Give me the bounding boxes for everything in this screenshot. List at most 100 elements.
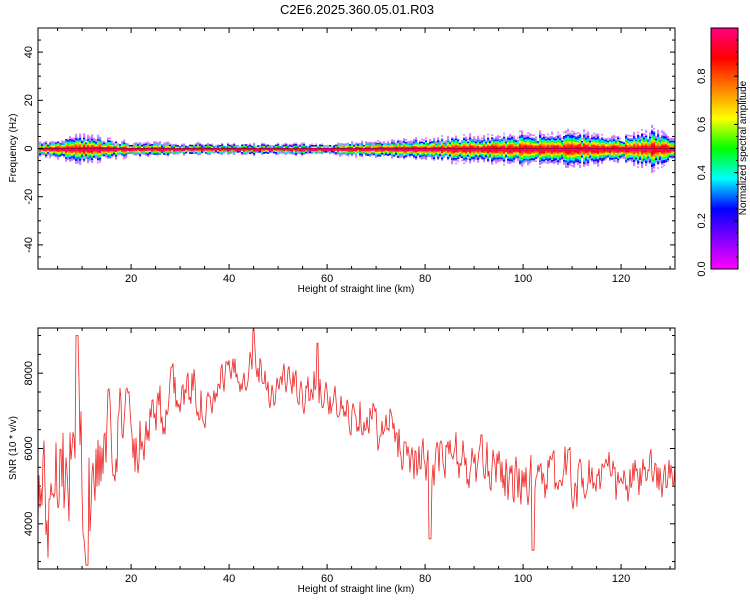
heatmap-cell (665, 141, 668, 143)
heatmap-cell (253, 144, 256, 146)
heatmap-cell (91, 149, 94, 151)
heatmap-cell (417, 144, 420, 146)
heatmap-cell (555, 141, 558, 144)
heatmap-cell (591, 152, 594, 155)
heatmap-cell (129, 148, 132, 150)
heatmap-cell (555, 150, 558, 153)
heatmap-cell (579, 137, 582, 140)
heatmap-cell (663, 140, 666, 143)
heatmap-cell (341, 153, 344, 156)
heatmap-cell (447, 140, 450, 143)
heatmap-cell (523, 140, 526, 143)
heatmap-cell (107, 137, 110, 140)
heatmap-cell (641, 142, 644, 145)
heatmap-cell (163, 151, 166, 154)
heatmap-cell (541, 142, 544, 145)
heatmap-cell (381, 143, 384, 146)
heatmap-cell (633, 158, 636, 161)
heatmap-cell (423, 139, 426, 141)
heatmap-cell (411, 140, 414, 143)
heatmap-cell (221, 144, 224, 146)
heatmap-cell (661, 140, 664, 143)
heatmap-cell (215, 146, 218, 148)
heatmap-cell (115, 149, 118, 151)
heatmap-cell (573, 158, 576, 161)
heatmap-cell (533, 143, 536, 146)
heatmap-cell (309, 145, 312, 148)
heatmap-cell (71, 159, 74, 161)
heatmap-cell (129, 149, 132, 152)
heatmap-cell (577, 156, 580, 158)
heatmap-cell (243, 148, 246, 151)
heatmap-cell (489, 145, 492, 148)
heatmap-cell (609, 153, 612, 155)
heatmap-cell (381, 151, 384, 154)
heatmap-cell (507, 145, 510, 148)
colorbar-tick-label: 0.4 (696, 165, 708, 180)
heatmap-cell (569, 163, 572, 166)
heatmap-cell (597, 141, 600, 143)
heatmap-cell (617, 155, 620, 158)
heatmap-cell (123, 145, 126, 148)
heatmap-cell (119, 150, 122, 152)
heatmap-cell (535, 146, 538, 149)
heatmap-cell (167, 145, 170, 148)
heatmap-cell (601, 145, 604, 148)
heatmap-cell (143, 144, 146, 146)
heatmap-cell (325, 146, 328, 149)
heatmap-cell (455, 155, 458, 157)
heatmap-cell (431, 142, 434, 145)
heatmap-cell (261, 150, 264, 152)
heatmap-cell (499, 160, 502, 162)
heatmap-cell (365, 141, 368, 143)
heatmap-cell (655, 143, 658, 145)
heatmap-cell (551, 157, 554, 159)
heatmap-cell (399, 143, 402, 145)
heatmap-cell (283, 143, 286, 146)
heatmap-cell (551, 139, 554, 141)
heatmap-cell (573, 140, 576, 143)
heatmap-cell (399, 155, 402, 157)
heatmap-cell (61, 140, 64, 143)
heatmap-cell (167, 153, 170, 156)
heatmap-cell (53, 141, 56, 144)
heatmap-cell (455, 158, 458, 160)
heatmap-cell (541, 144, 544, 146)
heatmap-cell (93, 137, 96, 140)
heatmap-cell (451, 137, 454, 139)
heatmap-cell (407, 153, 410, 155)
heatmap-cell (439, 154, 442, 156)
heatmap-cell (291, 148, 294, 151)
heatmap-cell (635, 147, 638, 149)
heatmap-cell (419, 155, 422, 158)
heatmap-cell (141, 148, 144, 150)
heatmap-cell (651, 139, 654, 142)
heatmap-cell (89, 159, 92, 161)
heatmap-cell (411, 142, 414, 144)
heatmap-cell (661, 157, 664, 159)
heatmap-cell (199, 142, 202, 145)
heatmap-cell (339, 146, 342, 148)
heatmap-cell (673, 142, 676, 145)
heatmap-cell (519, 136, 522, 139)
heatmap-cell (469, 149, 472, 152)
heatmap-cell (589, 154, 592, 156)
heatmap-cell (429, 143, 432, 146)
heatmap-cell (91, 158, 94, 160)
heatmap-cell (45, 141, 48, 143)
heatmap-cell (519, 163, 522, 166)
heatmap-cell (111, 155, 114, 158)
heatmap-cell (653, 153, 656, 156)
heatmap-cell (491, 140, 494, 143)
heatmap-cell (569, 156, 572, 159)
heatmap-cell (451, 143, 454, 145)
heatmap-cell (585, 152, 588, 155)
heatmap-cell (453, 138, 456, 141)
heatmap-cell (483, 151, 486, 154)
heatmap-cell (249, 149, 252, 152)
heatmap-cell (121, 142, 124, 145)
heatmap-cell (549, 146, 552, 148)
heatmap-cell (509, 159, 512, 161)
heatmap-cell (263, 146, 266, 148)
